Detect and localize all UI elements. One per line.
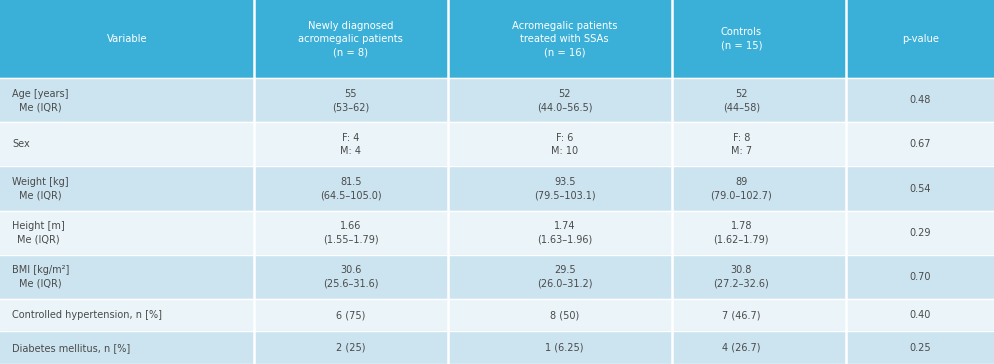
Text: Acromegalic patients
treated with SSAs
(n = 16): Acromegalic patients treated with SSAs (… bbox=[511, 20, 617, 58]
Text: 0.70: 0.70 bbox=[909, 272, 930, 282]
Bar bbox=[0, 78, 994, 122]
Text: 55
(53–62): 55 (53–62) bbox=[332, 88, 369, 112]
Text: 30.8
(27.2–32.6): 30.8 (27.2–32.6) bbox=[713, 265, 768, 289]
Text: Controls
(n = 15): Controls (n = 15) bbox=[720, 27, 761, 51]
Text: Weight [kg]
Me (IQR): Weight [kg] Me (IQR) bbox=[12, 177, 69, 200]
Bar bbox=[0, 211, 994, 255]
Text: Age [years]
Me (IQR): Age [years] Me (IQR) bbox=[12, 88, 69, 112]
Text: Controlled hypertension, n [%]: Controlled hypertension, n [%] bbox=[12, 310, 162, 320]
Text: 7 (46.7): 7 (46.7) bbox=[722, 310, 759, 320]
Text: 89
(79.0–102.7): 89 (79.0–102.7) bbox=[710, 177, 771, 200]
Bar bbox=[0, 166, 994, 211]
Bar bbox=[0, 122, 994, 166]
Text: 93.5
(79.5–103.1): 93.5 (79.5–103.1) bbox=[534, 177, 594, 200]
Text: F: 8
M: 7: F: 8 M: 7 bbox=[730, 132, 751, 156]
Text: Diabetes mellitus, n [%]: Diabetes mellitus, n [%] bbox=[12, 343, 130, 353]
Text: p-value: p-value bbox=[901, 34, 938, 44]
Text: 0.67: 0.67 bbox=[909, 139, 930, 149]
Text: 30.6
(25.6–31.6): 30.6 (25.6–31.6) bbox=[323, 265, 378, 289]
Text: 8 (50): 8 (50) bbox=[550, 310, 579, 320]
Text: 29.5
(26.0–31.2): 29.5 (26.0–31.2) bbox=[537, 265, 591, 289]
Bar bbox=[0, 331, 994, 364]
Bar bbox=[0, 299, 994, 331]
Text: F: 6
M: 10: F: 6 M: 10 bbox=[551, 132, 578, 156]
Text: 2 (25): 2 (25) bbox=[336, 343, 365, 353]
Text: 52
(44–58): 52 (44–58) bbox=[722, 88, 759, 112]
Text: 0.29: 0.29 bbox=[909, 228, 930, 238]
Text: 0.54: 0.54 bbox=[909, 183, 930, 194]
Text: 1 (6.25): 1 (6.25) bbox=[545, 343, 583, 353]
Text: 4 (26.7): 4 (26.7) bbox=[722, 343, 759, 353]
Text: BMI [kg/m²]
Me (IQR): BMI [kg/m²] Me (IQR) bbox=[12, 265, 70, 289]
Text: Variable: Variable bbox=[106, 34, 147, 44]
Text: 0.40: 0.40 bbox=[909, 310, 930, 320]
Text: 1.74
(1.63–1.96): 1.74 (1.63–1.96) bbox=[537, 221, 591, 245]
Bar bbox=[0, 0, 994, 78]
Text: 52
(44.0–56.5): 52 (44.0–56.5) bbox=[537, 88, 591, 112]
Text: Newly diagnosed
acromegalic patients
(n = 8): Newly diagnosed acromegalic patients (n … bbox=[298, 20, 403, 58]
Text: Sex: Sex bbox=[12, 139, 30, 149]
Text: 81.5
(64.5–105.0): 81.5 (64.5–105.0) bbox=[320, 177, 381, 200]
Bar bbox=[0, 255, 994, 299]
Text: 0.25: 0.25 bbox=[909, 343, 930, 353]
Text: 1.78
(1.62–1.79): 1.78 (1.62–1.79) bbox=[713, 221, 768, 245]
Text: 1.66
(1.55–1.79): 1.66 (1.55–1.79) bbox=[323, 221, 378, 245]
Text: 0.48: 0.48 bbox=[909, 95, 930, 105]
Text: 6 (75): 6 (75) bbox=[336, 310, 365, 320]
Text: F: 4
M: 4: F: 4 M: 4 bbox=[340, 132, 361, 156]
Text: Height [m]
Me (IQR): Height [m] Me (IQR) bbox=[12, 221, 65, 245]
